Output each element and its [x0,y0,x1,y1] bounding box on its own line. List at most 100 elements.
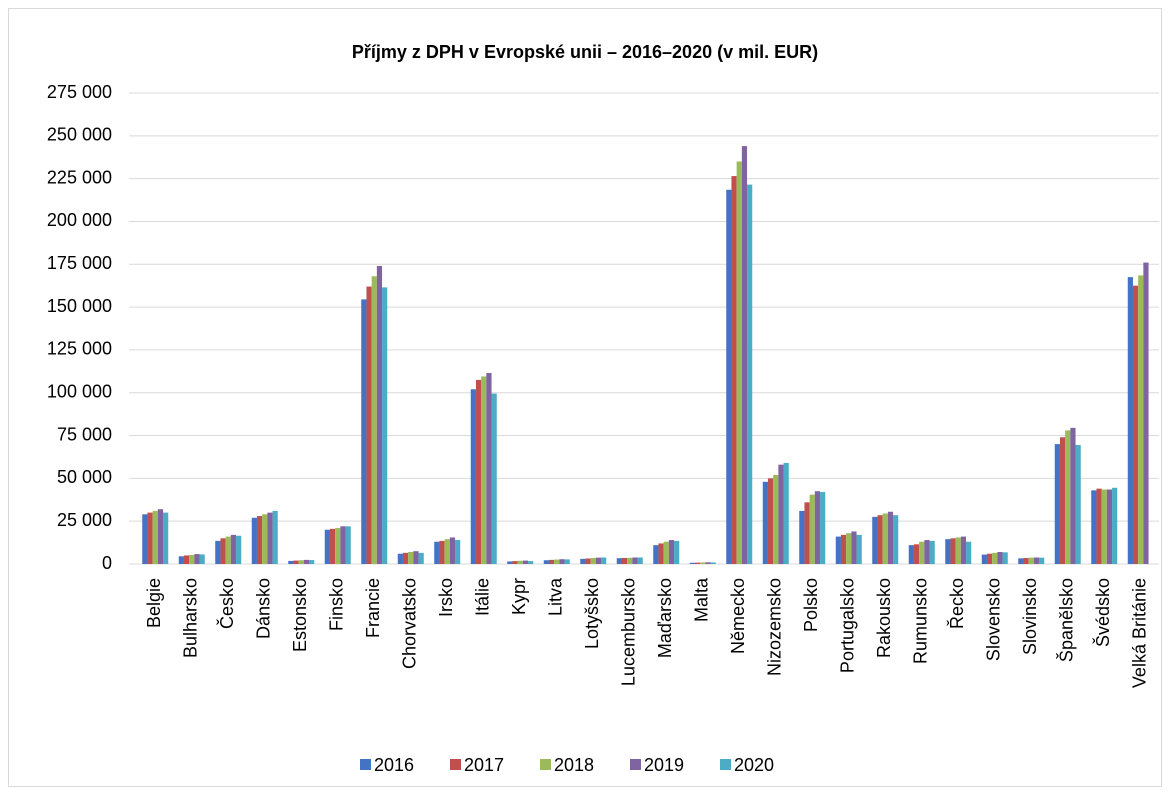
bar [908,545,914,564]
bar [710,562,716,564]
bar [585,558,591,564]
bar [992,552,998,564]
bar [1106,489,1113,564]
bar [997,552,1003,564]
bar [809,494,815,564]
x-tick-label: Švédsko [1092,578,1113,647]
bar [554,559,560,564]
bar [262,514,268,564]
bar [924,540,930,564]
bar [1132,285,1139,564]
x-tick-label: Rakousko [874,578,894,658]
bar [481,376,487,564]
bar [1138,275,1144,564]
bar [700,562,706,564]
bar [804,502,810,564]
bar [877,515,883,564]
bar [705,562,711,564]
x-tick-label: Estonsko [290,578,310,652]
y-tick-label: 200 000 [47,210,112,230]
bar [1018,558,1024,564]
bar [507,561,513,564]
bar [413,551,419,564]
x-tick-label: Chorvatsko [400,578,420,669]
bar [475,379,482,564]
bar [601,557,607,564]
bar [418,552,424,564]
bar [293,560,299,564]
y-tick-label: 125 000 [47,339,112,359]
legend-label: 2017 [464,755,504,775]
bar [736,161,742,564]
bar [225,536,231,564]
bar [726,189,732,564]
bar [1039,557,1045,564]
bar [783,462,789,564]
bar [689,562,695,564]
x-tick-label: Německo [728,578,748,654]
x-tick-label: Slovensko [984,578,1004,661]
bar [564,559,570,564]
bar [288,560,294,564]
bar [950,538,956,564]
bar [595,557,602,564]
bar [199,554,205,564]
bar [444,539,450,564]
bar [272,510,278,564]
bar [559,559,565,564]
bar [335,528,341,564]
legend-label: 2020 [734,755,774,775]
x-tick-label: Litva [546,577,566,616]
bar [230,534,237,564]
bar [251,517,257,564]
bar [178,556,184,564]
bar [183,555,190,564]
bar [913,544,920,564]
x-tick-label: Francie [363,578,383,638]
bar [512,561,518,564]
x-tick-label: Velká Británie [1130,578,1150,688]
legend-label: 2018 [554,755,594,775]
x-tick-label: Slovinsko [1020,578,1040,655]
x-tick-label: Česko [216,578,237,629]
y-tick-label: 275 000 [47,82,112,102]
x-tick-label: Španělsko [1056,578,1077,662]
bar [856,534,862,564]
bar [694,562,701,564]
bar [345,526,351,564]
bar [1059,437,1066,564]
bar [882,513,888,564]
bar [945,539,951,564]
bar [668,540,675,564]
bar [189,554,195,564]
x-tick-label: Lotyšsko [582,578,602,649]
x-tick-label: Polsko [801,578,821,632]
bar [1028,557,1034,564]
bar [773,474,779,564]
x-tick-label: Finsko [327,578,347,631]
legend-swatch [720,759,731,770]
legend-swatch [540,759,551,770]
bar [267,512,273,564]
bar [1070,427,1076,564]
bar [152,510,158,564]
y-tick-label: 250 000 [47,125,112,145]
y-tick-label: 225 000 [47,167,112,187]
x-tick-label: Dánsko [254,578,274,639]
bar [627,557,633,564]
legend-swatch [450,759,461,770]
legend-swatch [630,759,641,770]
bar [1002,552,1008,564]
bar [455,540,461,564]
bar [580,558,586,564]
legend-label: 2019 [644,755,684,775]
bar [486,373,492,564]
bar [851,531,857,564]
bar [329,528,336,564]
bar [1033,557,1040,564]
bar [814,491,821,564]
bar [674,540,680,564]
bar [616,558,622,564]
bar [653,545,659,564]
chart-frame [8,8,1162,787]
